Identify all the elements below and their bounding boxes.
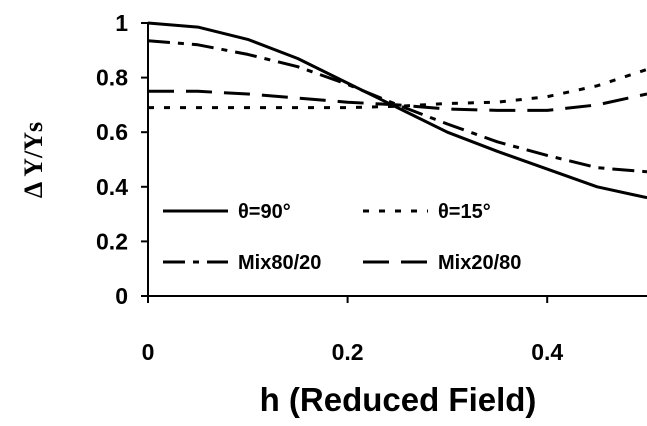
- legend-label-4: Mix20/80: [438, 252, 521, 274]
- y-tick-label: 0.2: [96, 228, 128, 254]
- y-tick-label: 0.6: [96, 119, 128, 145]
- x-tick-label: 0.4: [531, 339, 563, 365]
- series-line-2: [148, 67, 647, 110]
- ticks-layer: 0 0.2 0.4 0.6 0.8 1 0 0.2 0.4: [96, 10, 563, 365]
- legend-label-2: θ=15°: [438, 201, 491, 223]
- y-tick-label: 0.8: [96, 65, 128, 91]
- legend: θ=90° θ=15° Mix80/20 Mix20/80: [163, 201, 521, 274]
- plot-frame: [147, 23, 647, 297]
- y-axis-label: Δ Y/Ys: [19, 122, 48, 198]
- x-axis-label: h (Reduced Field): [260, 381, 537, 418]
- x-tick-label: 0: [142, 339, 155, 365]
- y-tick-label: 1: [115, 10, 128, 36]
- legend-label-1: θ=90°: [238, 201, 291, 223]
- y-tick-label: 0: [115, 283, 128, 309]
- series-layer: [147, 21, 647, 200]
- x-tick-label: 0.2: [332, 339, 364, 365]
- series-line-4: [148, 89, 647, 112]
- series-line-1: [147, 21, 647, 200]
- y-tick-label: 0.4: [96, 174, 128, 200]
- legend-label-3: Mix80/20: [238, 252, 321, 274]
